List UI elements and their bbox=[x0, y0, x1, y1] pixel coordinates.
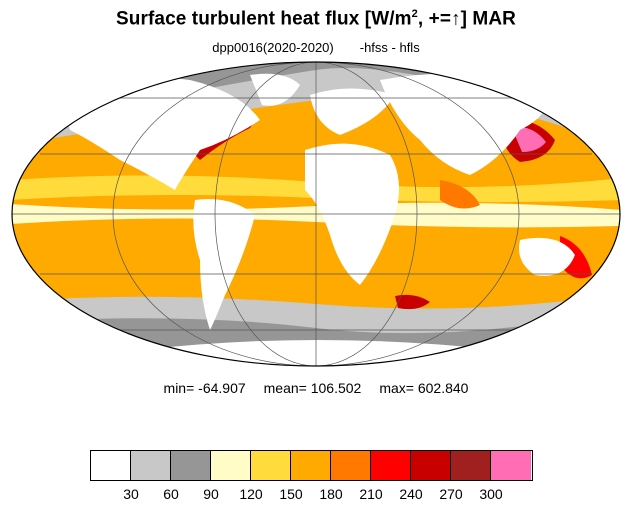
colorbar-box bbox=[331, 451, 371, 480]
asia bbox=[380, 73, 547, 175]
colorbar-tick-label: 180 bbox=[319, 486, 343, 502]
colorbar-box bbox=[371, 451, 411, 480]
colorbar-labels: 30 60 90 120 150 180 210 240 270 300 bbox=[0, 486, 632, 504]
colorbar-tick-label: 240 bbox=[399, 486, 423, 502]
colorbar-tick-label: 270 bbox=[439, 486, 463, 502]
colorbar-box bbox=[251, 451, 291, 480]
subtitle-variable: -hfss - hfls bbox=[359, 40, 420, 55]
colorbar-tick-label: 120 bbox=[239, 486, 263, 502]
colorbar bbox=[90, 450, 533, 481]
stat-min: min= -64.907 bbox=[163, 380, 246, 396]
stat-mean: mean= 106.502 bbox=[263, 380, 362, 396]
australia bbox=[519, 237, 575, 276]
europe bbox=[310, 88, 395, 135]
colorbar-box bbox=[291, 451, 331, 480]
colorbar-box bbox=[91, 451, 131, 480]
kuroshio-core bbox=[512, 127, 546, 152]
colorbar-tick-label: 210 bbox=[359, 486, 383, 502]
chart-subtitle: dpp0016(2020-2020) -hfss - hfls bbox=[0, 40, 632, 55]
colorbar-box bbox=[491, 451, 531, 480]
east-australia-hotspot bbox=[560, 236, 592, 279]
subtitle-experiment: dpp0016(2020-2020) bbox=[212, 40, 334, 55]
colorbar-tick-label: 30 bbox=[123, 486, 139, 502]
chart-title: Surface turbulent heat flux [W/m2, +=↑] … bbox=[116, 8, 516, 30]
title-tail: , +=↑] MAR bbox=[417, 8, 516, 30]
colorbar-box bbox=[211, 451, 251, 480]
globe-outline bbox=[11, 61, 621, 367]
colorbar-box bbox=[411, 451, 451, 480]
colorbar-box bbox=[131, 451, 171, 480]
north-america bbox=[60, 77, 260, 190]
stat-max: max= 602.840 bbox=[379, 380, 469, 396]
colorbar-box bbox=[171, 451, 211, 480]
colorbar-tick-label: 300 bbox=[479, 486, 503, 502]
colorbar-tick-label: 150 bbox=[279, 486, 303, 502]
colorbar-box bbox=[451, 451, 491, 480]
agulhas-hotspot bbox=[395, 294, 430, 310]
title-superscript: 2 bbox=[411, 8, 418, 20]
colorbar-tick-label: 60 bbox=[163, 486, 179, 502]
statistics: min= -64.907 mean= 106.502 max= 602.840 bbox=[0, 380, 632, 396]
graticule bbox=[12, 62, 620, 366]
south-america bbox=[193, 199, 255, 330]
arabian-sea-warm bbox=[440, 180, 480, 209]
colorbar-tick-label: 90 bbox=[203, 486, 219, 502]
